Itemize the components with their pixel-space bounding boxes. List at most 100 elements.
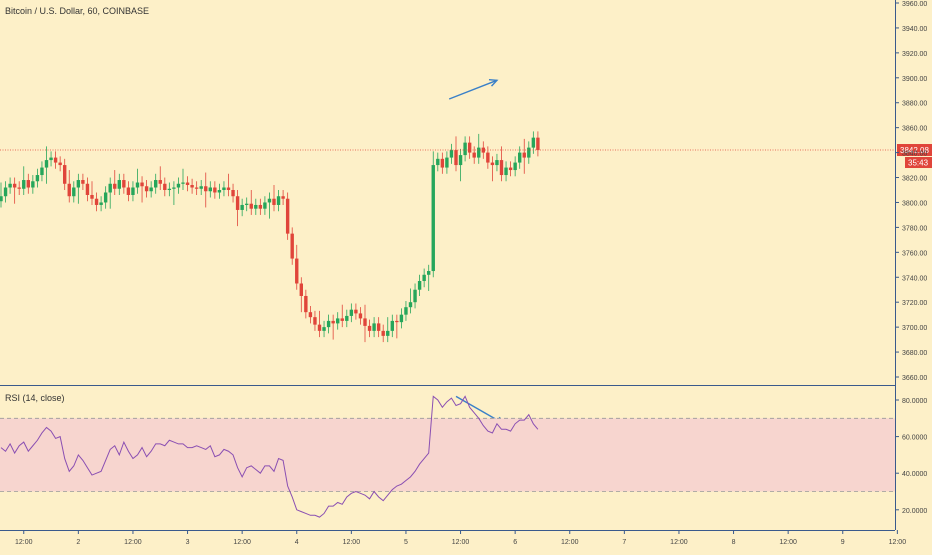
candle-body — [17, 187, 21, 189]
candle-body — [513, 162, 517, 171]
candle-body — [531, 137, 536, 148]
candle-body — [185, 182, 190, 186]
candle-body — [454, 150, 458, 166]
candle-body — [508, 167, 513, 171]
candle-body — [231, 190, 235, 197]
candle-body — [363, 318, 367, 326]
candle-body — [85, 183, 90, 195]
price-axis-tick-label: 3660.00 — [902, 375, 927, 382]
candle-body — [108, 183, 112, 193]
price-axis-tick-label: 3780.00 — [902, 225, 927, 232]
candle-body — [63, 165, 67, 184]
candle-body — [154, 180, 158, 188]
candle-body — [417, 281, 422, 290]
candle-body — [281, 196, 285, 199]
candle-body — [99, 202, 103, 205]
price-axis-tick-label: 3940.00 — [902, 26, 927, 33]
time-axis-tick-label: 7 — [622, 539, 626, 546]
candle-body — [245, 203, 249, 205]
price-trendline-arrow — [448, 79, 498, 100]
candle-body — [117, 180, 121, 189]
time-axis-tick-label: 12:00 — [670, 539, 688, 546]
price-axis-tick-label: 3900.00 — [902, 76, 927, 83]
candle-body — [308, 312, 313, 318]
candle-body — [172, 187, 176, 189]
rsi-axis-tick-label: 60.0000 — [902, 435, 927, 442]
candle-body — [504, 167, 508, 176]
candle-body — [94, 198, 99, 205]
candle-body — [190, 185, 194, 188]
candle-body — [199, 186, 203, 189]
price-trendline-arrow-head — [488, 78, 499, 87]
candle-body — [367, 325, 372, 331]
candle-body — [76, 180, 81, 188]
candle-body — [486, 152, 490, 163]
candle-body — [258, 204, 263, 209]
candle-body — [336, 318, 340, 324]
price-axis-tick-label: 3880.00 — [902, 101, 927, 108]
rsi-axis-tick-label: 80.0000 — [902, 398, 927, 405]
candle-body — [35, 175, 40, 182]
rsi-indicator-title[interactable]: RSI (14, close) — [5, 393, 65, 403]
candle-body — [408, 302, 413, 308]
time-axis-tick-label: 12:00 — [452, 539, 470, 546]
candle-body — [26, 180, 30, 188]
candle-body — [522, 152, 526, 158]
price-axis-tick-label: 3860.00 — [902, 126, 927, 133]
candle-body — [249, 203, 253, 209]
candle-body — [163, 183, 167, 190]
candle-body — [304, 295, 308, 313]
candle-body — [413, 289, 417, 303]
candle-body — [208, 187, 212, 192]
candle-body — [427, 271, 431, 275]
price-axis-tick-label: 3700.00 — [902, 325, 927, 332]
candle-body — [226, 187, 231, 190]
candle-body — [285, 198, 290, 234]
time-axis-tick-label: 9 — [841, 539, 845, 546]
candle-body — [499, 160, 504, 176]
candle-body — [240, 204, 244, 210]
time-axis-tick-label: 12:00 — [779, 539, 797, 546]
candle-body — [12, 183, 17, 188]
candle-body — [122, 180, 126, 188]
candle-body — [81, 180, 85, 184]
candle-body — [354, 309, 358, 314]
price-axis-tick-label: 3760.00 — [902, 250, 927, 257]
candle-body — [458, 155, 463, 166]
candle-body — [463, 142, 467, 156]
candle-body — [276, 196, 281, 205]
candle-body — [495, 160, 499, 166]
candle-body — [295, 258, 299, 284]
candle-body — [527, 147, 531, 158]
candle-body — [322, 327, 326, 331]
current-price-label: 3842.08 — [900, 146, 929, 155]
candle-body — [44, 160, 49, 168]
candlestick-series — [0, 131, 540, 343]
price-axis-tick-label: 3720.00 — [902, 300, 927, 307]
candle-body — [299, 283, 303, 296]
candle-body — [53, 157, 58, 163]
candle-body — [399, 314, 404, 323]
time-axis-tick-label: 4 — [295, 539, 299, 546]
candle-body — [135, 182, 140, 188]
rsi-axis-tick-label: 40.0000 — [902, 471, 927, 478]
candle-body — [263, 202, 267, 209]
time-axis-tick-label: 2 — [76, 539, 80, 546]
candle-body — [440, 158, 445, 168]
candle-body — [272, 198, 276, 205]
candle-body — [467, 142, 472, 153]
candle-body — [349, 309, 354, 316]
time-axis-tick-label: 3 — [186, 539, 190, 546]
time-axis-tick-label: 12:00 — [561, 539, 579, 546]
price-axis-tick-label: 3820.00 — [902, 176, 927, 183]
time-axis-tick-label: 12:00 — [233, 539, 251, 546]
candle-body — [144, 186, 149, 192]
candle-body — [158, 180, 162, 184]
candle-body — [381, 330, 385, 336]
candle-body — [213, 187, 217, 193]
candle-body — [113, 183, 117, 189]
candle-body — [217, 190, 222, 193]
countdown-label: 35:43 — [908, 159, 929, 168]
